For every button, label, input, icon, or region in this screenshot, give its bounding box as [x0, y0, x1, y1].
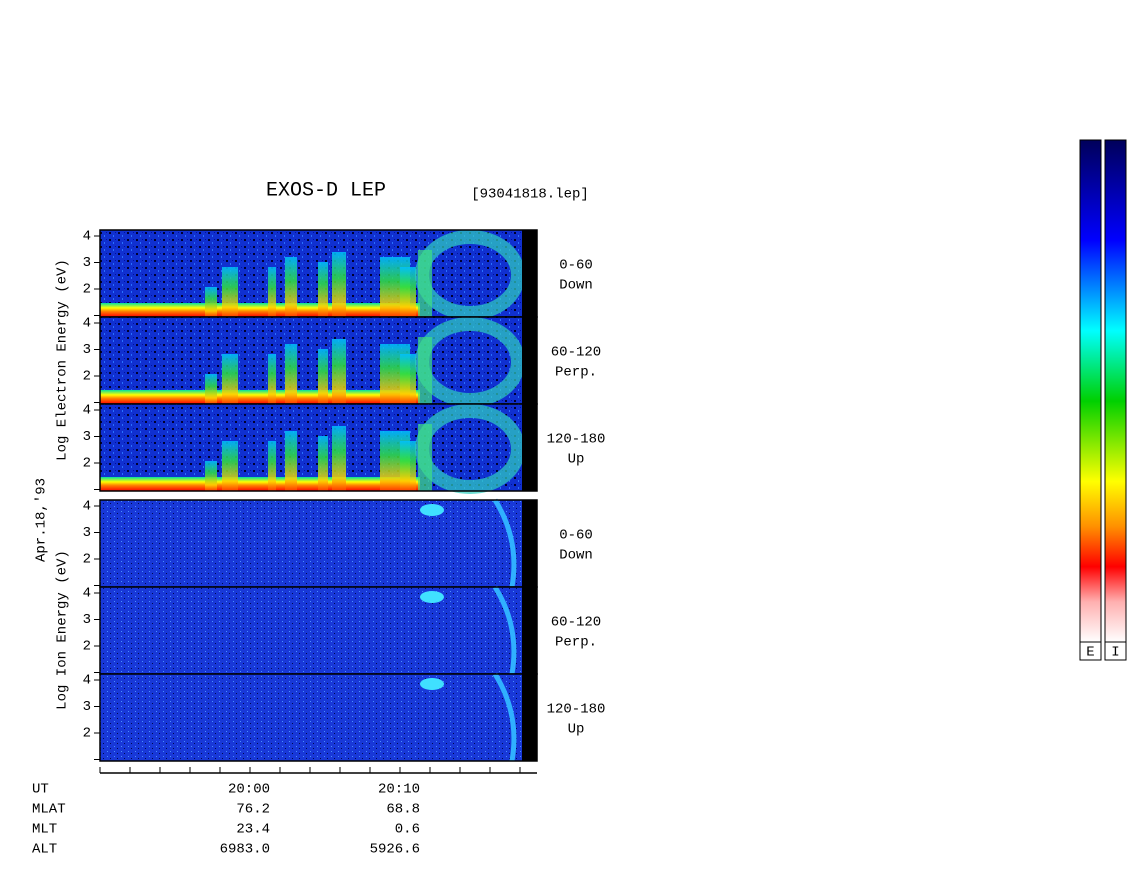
- y-tick-label: 4: [83, 403, 91, 419]
- y-tick-label: 4: [83, 229, 91, 245]
- ephemeris-value: 5926.6: [370, 842, 420, 858]
- direction: Up: [568, 722, 585, 738]
- y-axis-label: Log Ion Energy (eV): [55, 550, 71, 710]
- spectrogram-streak: [332, 339, 346, 404]
- spectrogram-streak: [332, 426, 346, 491]
- colorbar: [1079, 139, 1102, 643]
- spectrogram-streak: [222, 354, 238, 404]
- direction: Down: [559, 278, 593, 294]
- spectrogram-arc: [492, 672, 517, 762]
- y-tick-label: 4: [83, 316, 91, 332]
- colorbar: [1104, 139, 1127, 643]
- direction: Perp.: [555, 635, 597, 651]
- spectrogram-arc: [492, 498, 517, 588]
- y-tick-label: 3: [83, 255, 91, 271]
- pitch-angle: 120-180: [547, 432, 606, 448]
- y-axis-label: Log Electron Energy (eV): [55, 259, 71, 461]
- spectrogram-edge: [418, 250, 432, 317]
- y-tick-label: 2: [83, 639, 91, 655]
- dead-strip: [522, 404, 537, 491]
- y-tick-label: 2: [83, 552, 91, 568]
- spectrogram-streak: [318, 436, 328, 491]
- direction: Perp.: [555, 365, 597, 381]
- y-tick-label: 3: [83, 525, 91, 541]
- spectrogram-streak: [332, 252, 346, 317]
- spectrogram: [100, 500, 522, 587]
- ephemeris-label: MLT: [32, 822, 57, 838]
- low-energy-band: [100, 303, 420, 317]
- spectrogram-streak: [268, 267, 276, 317]
- ephemeris-label: MLAT: [32, 802, 66, 818]
- y-tick-label: 3: [83, 429, 91, 445]
- y-tick-label: 2: [83, 282, 91, 298]
- spectrogram-streak: [318, 262, 328, 317]
- spectrogram-streak: [205, 374, 217, 404]
- spectrogram-streak: [268, 354, 276, 404]
- panel-frame: [99, 403, 538, 492]
- dead-strip: [522, 674, 537, 761]
- dead-strip: [522, 587, 537, 674]
- spectrogram-edge: [418, 337, 432, 404]
- colorbar-label-box: [1104, 641, 1127, 661]
- file-name: [93041818.lep]: [471, 187, 589, 203]
- y-tick-label: 3: [83, 342, 91, 358]
- y-tick-label: 4: [83, 586, 91, 602]
- date: Apr.18,'93: [34, 478, 50, 562]
- pitch-angle: 0-60: [559, 258, 593, 274]
- direction: Down: [559, 548, 593, 564]
- spectrogram-streak: [222, 441, 238, 491]
- spectrogram-streak: [318, 349, 328, 404]
- pitch-angle: 60-120: [551, 345, 601, 361]
- spectrogram-streak: [205, 461, 217, 491]
- y-tick-label: 4: [83, 673, 91, 689]
- pitch-angle: 60-120: [551, 615, 601, 631]
- ephemeris-value: 23.4: [236, 822, 270, 838]
- y-tick-label: 2: [83, 726, 91, 742]
- dead-strip: [522, 317, 537, 404]
- spectrogram-streak: [285, 431, 297, 491]
- spectrogram: [100, 674, 522, 761]
- spectrogram: [100, 587, 522, 674]
- spectrogram-streak: [400, 441, 416, 491]
- y-tick-label: 3: [83, 612, 91, 628]
- low-energy-band: [100, 390, 420, 404]
- spectrogram-blob: [420, 504, 444, 516]
- colorbar-label: I: [1111, 645, 1119, 661]
- spectrogram-blob: [420, 678, 444, 690]
- dead-strip: [522, 500, 537, 587]
- colorbar-label: E: [1086, 645, 1094, 661]
- spectrogram-streak: [400, 267, 416, 317]
- ephemeris-value: 76.2: [236, 802, 270, 818]
- spectrogram-edge: [418, 424, 432, 491]
- title: EXOS-D LEP: [266, 179, 386, 202]
- pitch-angle: 120-180: [547, 702, 606, 718]
- spectrogram-streak: [400, 354, 416, 404]
- spectrogram-streak: [285, 257, 297, 317]
- spectrogram-arc: [492, 585, 517, 675]
- panel-frame: [99, 673, 538, 762]
- ephemeris-value: 20:10: [378, 782, 420, 798]
- ephemeris-value: 0.6: [395, 822, 420, 838]
- low-energy-band: [100, 477, 420, 491]
- ephemeris-label: UT: [32, 782, 49, 798]
- ephemeris-value: 6983.0: [220, 842, 270, 858]
- spectrogram-streak: [205, 287, 217, 317]
- y-tick-label: 4: [83, 499, 91, 515]
- ephemeris-label: ALT: [32, 842, 57, 858]
- y-tick-label: 2: [83, 456, 91, 472]
- spectrogram-streak: [285, 344, 297, 404]
- dead-strip: [522, 230, 537, 317]
- spectrogram-streak: [268, 441, 276, 491]
- colorbar-label-box: [1079, 641, 1102, 661]
- spectrogram-streak: [222, 267, 238, 317]
- spectrogram-blob: [420, 591, 444, 603]
- y-tick-label: 2: [83, 369, 91, 385]
- pitch-angle: 0-60: [559, 528, 593, 544]
- ephemeris-value: 20:00: [228, 782, 270, 798]
- ephemeris-value: 68.8: [386, 802, 420, 818]
- direction: Up: [568, 452, 585, 468]
- y-tick-label: 3: [83, 699, 91, 715]
- panels: 2 3 4 0-60 Down 2 3 4 60-120 Perp. 2 3 4 120-180 Up 2 3 4…: [32, 139, 1127, 858]
